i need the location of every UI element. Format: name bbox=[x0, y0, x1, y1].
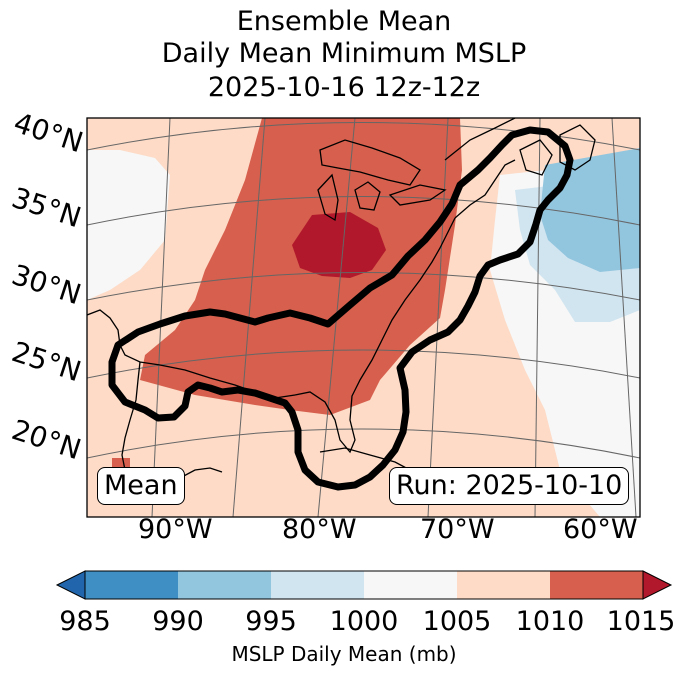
colorbar-segment-990-995 bbox=[178, 571, 271, 599]
lon-label-90: 90°W bbox=[138, 514, 213, 545]
colorbar-segment-1005-1010 bbox=[457, 571, 550, 599]
colorbar-tick-1010: 1010 bbox=[515, 606, 585, 637]
colorbar-segment-995-1000 bbox=[271, 571, 364, 599]
colorbar-segment-985-990 bbox=[85, 571, 178, 599]
colorbar bbox=[55, 570, 673, 600]
colorbar-extend-high bbox=[642, 570, 673, 600]
colorbar-extend-low bbox=[55, 570, 86, 600]
lon-label-70: 70°W bbox=[420, 514, 495, 545]
title-line-1: Ensemble Mean bbox=[236, 6, 452, 37]
colorbar-tick-995: 995 bbox=[245, 606, 297, 637]
mean-label: Mean bbox=[97, 467, 185, 505]
colorbar-tick-990: 990 bbox=[152, 606, 204, 637]
map-frame bbox=[86, 117, 641, 518]
colorbar-tick-985: 985 bbox=[59, 606, 111, 637]
colorbar-tick-1015: 1015 bbox=[606, 606, 676, 637]
colorbar-tick-1000: 1000 bbox=[329, 606, 399, 637]
colorbar-label: MSLP Daily Mean (mb) bbox=[231, 642, 457, 666]
colorbar-segment-1010-1015 bbox=[550, 571, 643, 599]
pressure-field bbox=[87, 118, 640, 517]
field-1000-1005-west bbox=[87, 150, 170, 300]
title-line-2: Daily Mean Minimum MSLP bbox=[161, 38, 527, 69]
colorbar-segment-1000-1005 bbox=[364, 571, 457, 599]
graticule bbox=[87, 118, 640, 517]
mslp-contour bbox=[108, 126, 574, 491]
title-line-3: 2025-10-16 12z-12z bbox=[207, 72, 481, 103]
run-label: Run: 2025-10-10 bbox=[389, 467, 630, 505]
colorbar-tick-1005: 1005 bbox=[422, 606, 492, 637]
lon-label-80: 80°W bbox=[282, 514, 357, 545]
lon-label-60: 60°W bbox=[563, 514, 638, 545]
field-above-1015 bbox=[292, 212, 386, 278]
